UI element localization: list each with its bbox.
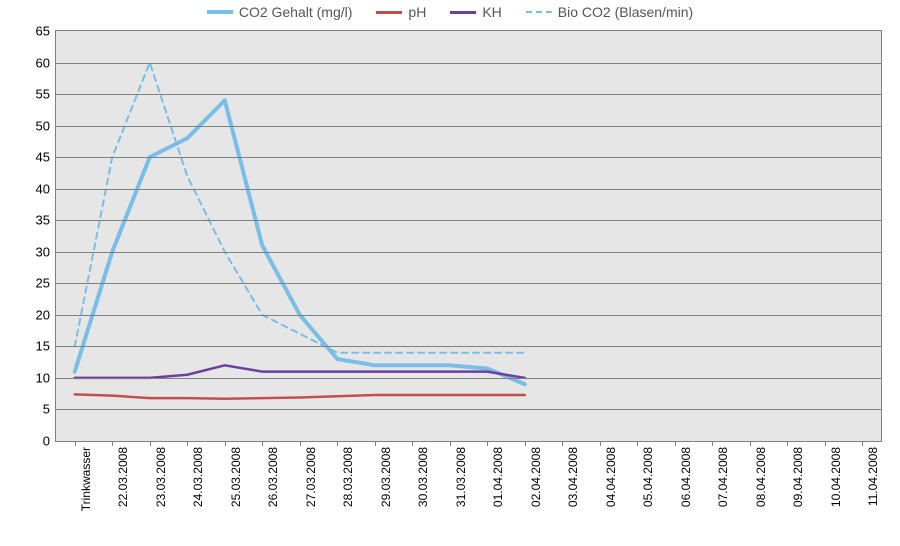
chart-container: CO2 Gehalt (mg/l) pH KH Bio CO2 (Blasen/…: [0, 0, 900, 546]
x-tick: [300, 441, 301, 446]
x-tick: [375, 441, 376, 446]
x-tick: [525, 441, 526, 446]
y-tick-label: 55: [36, 87, 56, 102]
x-tick: [75, 441, 76, 446]
x-tick: [487, 441, 488, 446]
x-tick-label: 23.03.2008: [154, 447, 168, 507]
legend-swatch-ph: [376, 11, 402, 14]
y-tick-label: 25: [36, 276, 56, 291]
y-tick-label: 10: [36, 370, 56, 385]
legend-swatch-kh: [450, 11, 476, 14]
x-tick-label: 22.03.2008: [116, 447, 130, 507]
x-tick-label: 28.03.2008: [341, 447, 355, 507]
x-tick-label: 08.04.2008: [754, 447, 768, 507]
legend-item-ph: pH: [376, 4, 426, 20]
grid-line: [56, 315, 881, 316]
y-tick-label: 60: [36, 55, 56, 70]
x-tick: [450, 441, 451, 446]
x-tick: [412, 441, 413, 446]
y-tick-label: 35: [36, 213, 56, 228]
x-tick: [750, 441, 751, 446]
x-tick-label: 11.04.2008: [866, 447, 880, 506]
x-tick-label: 26.03.2008: [266, 447, 280, 507]
x-tick: [187, 441, 188, 446]
legend-label: CO2 Gehalt (mg/l): [239, 4, 353, 20]
grid-line: [56, 63, 881, 64]
legend: CO2 Gehalt (mg/l) pH KH Bio CO2 (Blasen/…: [0, 4, 900, 20]
x-tick: [112, 441, 113, 446]
y-tick-label: 5: [43, 402, 56, 417]
x-tick-label: 27.03.2008: [304, 447, 318, 507]
x-tick-label: 02.04.2008: [529, 447, 543, 507]
legend-label: Bio CO2 (Blasen/min): [558, 4, 693, 20]
x-tick: [825, 441, 826, 446]
series-line-ph: [75, 394, 525, 398]
y-tick-label: 50: [36, 118, 56, 133]
x-tick-label: Trinkwasser: [79, 447, 93, 511]
legend-label: KH: [482, 4, 501, 20]
x-tick-label: 31.03.2008: [454, 447, 468, 507]
x-tick: [150, 441, 151, 446]
x-tick: [787, 441, 788, 446]
legend-item-co2: CO2 Gehalt (mg/l): [207, 4, 353, 20]
grid-line: [56, 409, 881, 410]
x-tick-label: 25.03.2008: [229, 447, 243, 507]
x-tick: [225, 441, 226, 446]
y-tick-label: 15: [36, 339, 56, 354]
x-tick-label: 01.04.2008: [491, 447, 505, 507]
grid-line: [56, 283, 881, 284]
legend-label: pH: [408, 4, 426, 20]
grid-line: [56, 252, 881, 253]
x-tick-label: 09.04.2008: [791, 447, 805, 507]
legend-swatch-bioco2: [526, 11, 552, 13]
x-tick-label: 24.03.2008: [191, 447, 205, 507]
plot-area: 05101520253035404550556065Trinkwasser22.…: [55, 30, 882, 442]
legend-swatch-co2: [207, 10, 233, 14]
x-tick: [562, 441, 563, 446]
grid-line: [56, 126, 881, 127]
grid-line: [56, 189, 881, 190]
y-tick-label: 20: [36, 307, 56, 322]
grid-line: [56, 378, 881, 379]
grid-line: [56, 220, 881, 221]
x-tick: [712, 441, 713, 446]
y-tick-label: 65: [36, 24, 56, 39]
y-tick-label: 45: [36, 150, 56, 165]
x-tick-label: 06.04.2008: [679, 447, 693, 507]
x-tick: [262, 441, 263, 446]
y-tick-label: 0: [43, 434, 56, 449]
x-tick-label: 03.04.2008: [566, 447, 580, 507]
grid-line: [56, 346, 881, 347]
x-tick: [675, 441, 676, 446]
x-tick-label: 04.04.2008: [604, 447, 618, 507]
series-line-bioco2: [75, 63, 525, 353]
series-svg: [56, 31, 881, 441]
x-tick: [337, 441, 338, 446]
grid-line: [56, 94, 881, 95]
y-tick-label: 30: [36, 244, 56, 259]
x-tick-label: 30.03.2008: [416, 447, 430, 507]
series-line-co2: [75, 100, 525, 384]
legend-item-kh: KH: [450, 4, 501, 20]
x-tick-label: 07.04.2008: [716, 447, 730, 507]
x-tick: [637, 441, 638, 446]
x-tick: [600, 441, 601, 446]
legend-item-bioco2: Bio CO2 (Blasen/min): [526, 4, 693, 20]
grid-line: [56, 157, 881, 158]
y-tick-label: 40: [36, 181, 56, 196]
x-tick: [862, 441, 863, 446]
x-tick-label: 10.04.2008: [829, 447, 843, 507]
x-tick-label: 29.03.2008: [379, 447, 393, 507]
x-tick-label: 05.04.2008: [641, 447, 655, 507]
